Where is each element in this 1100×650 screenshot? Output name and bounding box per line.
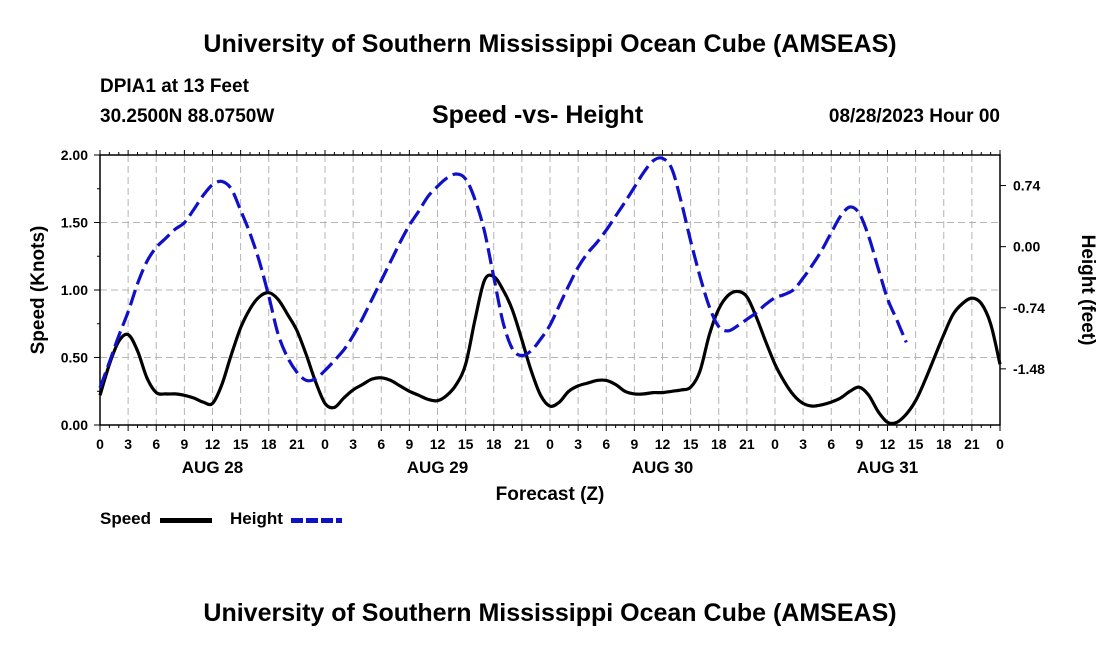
x-tick-label: 9 <box>180 436 188 452</box>
x-tick-label: 3 <box>349 436 357 452</box>
x-tick-label: 18 <box>486 436 502 452</box>
x-tick-label: 12 <box>655 436 671 452</box>
legend-speed-label: Speed <box>100 509 152 528</box>
x-tick-label: 3 <box>124 436 132 452</box>
station-label: DPIA1 at 13 Feet <box>100 76 249 97</box>
x-tick-label: 6 <box>827 436 835 452</box>
plot-frame <box>99 154 1001 426</box>
x-tick-label: 9 <box>630 436 638 452</box>
y-tick-label: 1.50 <box>61 215 88 231</box>
day-label: AUG 31 <box>857 458 918 477</box>
x-tick-label: 15 <box>233 436 249 452</box>
x-tick-label: 15 <box>458 436 474 452</box>
y-tick-label: 1.00 <box>61 282 88 298</box>
x-tick-label: 3 <box>799 436 807 452</box>
x-tick-label: 15 <box>683 436 699 452</box>
day-label: AUG 29 <box>407 458 468 477</box>
x-tick-label: 21 <box>514 436 530 452</box>
x-tick-label: 21 <box>739 436 755 452</box>
x-axis-title: Forecast (Z) <box>496 484 605 505</box>
x-tick-label: 0 <box>321 436 329 452</box>
x-tick-label: 0 <box>546 436 554 452</box>
height-series-line <box>98 156 908 389</box>
x-tick-label: 6 <box>602 436 610 452</box>
x-tick-label: 9 <box>405 436 413 452</box>
y-tick-label: 2.00 <box>61 147 88 163</box>
station-coordinates: 30.2500N 88.0750W <box>100 106 275 127</box>
x-tick-label: 12 <box>205 436 221 452</box>
forecast-datetime: 08/28/2023 Hour 00 <box>828 106 1000 127</box>
x-tick-label: 0 <box>996 436 1004 452</box>
y-tick-label: 0.50 <box>61 350 88 366</box>
x-tick-label: 12 <box>430 436 446 452</box>
x-tick-label: 18 <box>711 436 727 452</box>
speed-series-line <box>98 273 1002 426</box>
chart-subtitle: Speed -vs- Height <box>432 101 644 129</box>
x-tick-label: 18 <box>261 436 277 452</box>
legend-height-swatch <box>291 518 342 523</box>
x-tick-label: 9 <box>855 436 863 452</box>
x-tick-label: 21 <box>964 436 980 452</box>
y2-tick-label: -0.74 <box>1013 300 1045 316</box>
x-tick-label: 6 <box>377 436 385 452</box>
x-tick-label: 6 <box>152 436 160 452</box>
footer-title: University of Southern Mississippi Ocean… <box>203 599 897 627</box>
day-label: AUG 28 <box>182 458 243 477</box>
y2-tick-label: -1.48 <box>1013 361 1045 377</box>
y2-tick-label: 0.00 <box>1013 239 1040 255</box>
y2-axis-title: Height (feet) <box>1077 235 1098 346</box>
x-tick-label: 12 <box>880 436 896 452</box>
legend-height-label: Height <box>230 509 283 528</box>
y-tick-label: 0.00 <box>61 417 88 433</box>
x-tick-label: 0 <box>96 436 104 452</box>
x-tick-label: 15 <box>908 436 924 452</box>
day-label: AUG 30 <box>632 458 693 477</box>
legend-speed-swatch <box>160 518 212 523</box>
y2-tick-label: 0.74 <box>1013 178 1040 194</box>
x-tick-label: 18 <box>936 436 952 452</box>
y-axis-title: Speed (Knots) <box>28 226 49 355</box>
chart-main-title: University of Southern Mississippi Ocean… <box>203 30 897 58</box>
x-tick-label: 0 <box>771 436 779 452</box>
x-tick-label: 3 <box>574 436 582 452</box>
x-tick-label: 21 <box>289 436 305 452</box>
